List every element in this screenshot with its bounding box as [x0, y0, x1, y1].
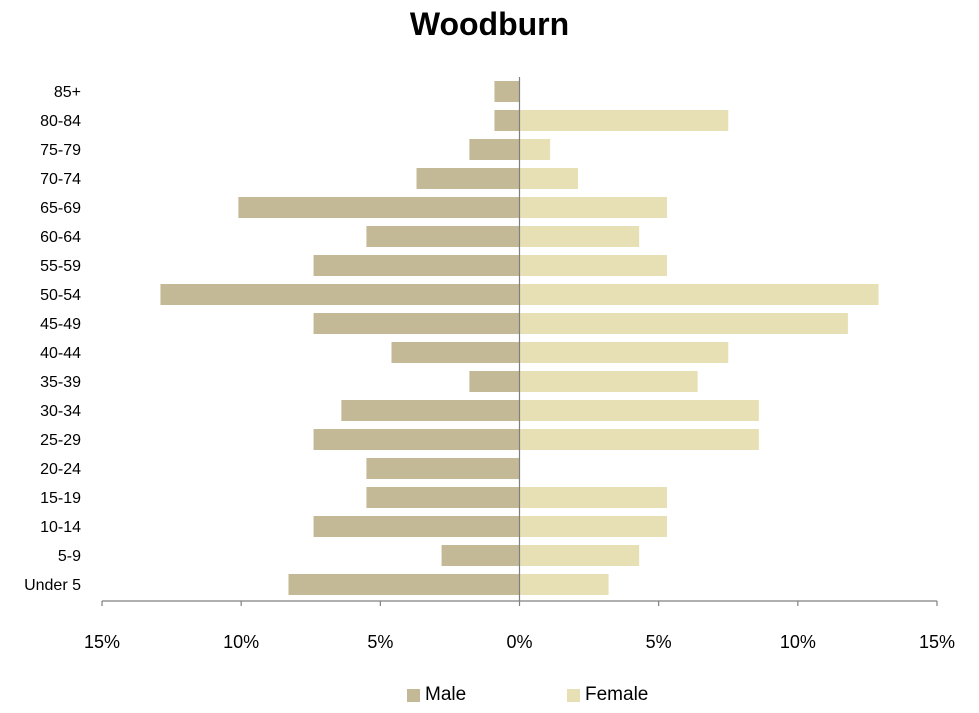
bar-female-65-69	[520, 197, 668, 218]
category-label-under-5: Under 5	[24, 577, 81, 594]
bar-male-10-14	[314, 516, 520, 537]
bar-male-85plus	[494, 81, 519, 102]
category-label-75-79: 75-79	[40, 142, 81, 159]
bar-male-45-49	[314, 313, 520, 334]
category-label-80-84: 80-84	[40, 113, 81, 130]
bar-female-15-19	[520, 487, 668, 508]
legend-swatch-male	[407, 689, 420, 702]
legend-label-female: Female	[585, 684, 648, 706]
category-label-70-74: 70-74	[40, 171, 81, 188]
bar-male-25-29	[314, 429, 520, 450]
x-tick-label: 5%	[367, 632, 393, 652]
legend-swatch-female	[567, 689, 580, 702]
bar-male-60-64	[366, 226, 519, 247]
bar-male-55-59	[314, 255, 520, 276]
bar-female-80-84	[520, 110, 729, 131]
category-label-60-64: 60-64	[40, 229, 81, 246]
bar-female-75-79	[520, 139, 551, 160]
bar-male-65-69	[238, 197, 519, 218]
category-label-55-59: 55-59	[40, 258, 81, 275]
bar-female-50-54	[520, 284, 879, 305]
category-label-40-44: 40-44	[40, 345, 81, 362]
bar-female-under-5	[520, 574, 609, 595]
bar-male-80-84	[494, 110, 519, 131]
legend-label-male: Male	[425, 684, 466, 706]
x-tick-label: 15%	[919, 632, 955, 652]
category-label-30-34: 30-34	[40, 403, 81, 420]
category-label-15-19: 15-19	[40, 490, 81, 507]
bar-female-45-49	[520, 313, 848, 334]
bar-male-70-74	[417, 168, 520, 189]
legend: Male Female	[0, 684, 979, 712]
bar-male-30-34	[341, 400, 519, 421]
legend-item-female: Female	[567, 684, 648, 706]
bar-male-50-54	[160, 284, 519, 305]
legend-item-male: Male	[407, 684, 466, 706]
category-label-20-24: 20-24	[40, 461, 81, 478]
bar-male-5-9	[442, 545, 520, 566]
bar-male-under-5	[288, 574, 519, 595]
bar-female-60-64	[520, 226, 640, 247]
category-label-85plus: 85+	[54, 84, 81, 101]
bar-male-35-39	[469, 371, 519, 392]
bar-male-20-24	[366, 458, 519, 479]
x-tick-label: 15%	[84, 632, 120, 652]
bar-male-40-44	[391, 342, 519, 363]
category-label-5-9: 5-9	[58, 548, 81, 565]
category-label-35-39: 35-39	[40, 374, 81, 391]
category-label-45-49: 45-49	[40, 316, 81, 333]
bar-female-70-74	[520, 168, 578, 189]
x-tick-label: 0%	[506, 632, 532, 652]
category-label-50-54: 50-54	[40, 287, 81, 304]
bar-male-15-19	[366, 487, 519, 508]
bar-female-35-39	[520, 371, 698, 392]
bar-female-30-34	[520, 400, 759, 421]
x-tick-label: 10%	[223, 632, 259, 652]
x-tick-label: 10%	[780, 632, 816, 652]
bar-female-40-44	[520, 342, 729, 363]
category-label-65-69: 65-69	[40, 200, 81, 217]
bar-female-10-14	[520, 516, 668, 537]
bar-female-55-59	[520, 255, 668, 276]
axis-layer	[102, 77, 937, 606]
x-tick-label: 5%	[646, 632, 672, 652]
category-label-10-14: 10-14	[40, 519, 81, 536]
bar-female-5-9	[520, 545, 640, 566]
category-label-25-29: 25-29	[40, 432, 81, 449]
bar-female-25-29	[520, 429, 759, 450]
bar-male-75-79	[469, 139, 519, 160]
